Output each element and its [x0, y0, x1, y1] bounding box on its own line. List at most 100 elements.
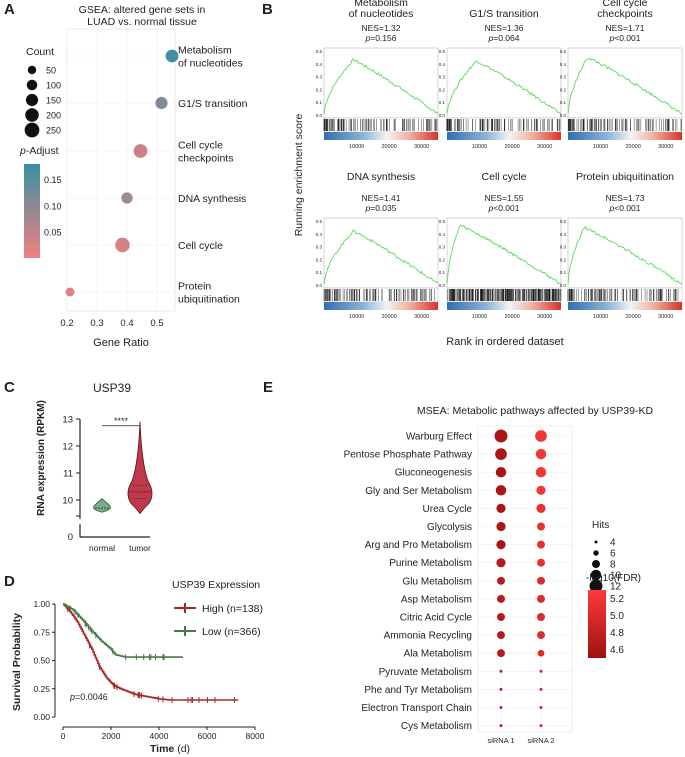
- panel-b-es-curve: [446, 224, 562, 285]
- panel-e-msea: MSEA: Metabolic pathways affected by USP…: [344, 405, 654, 745]
- panel-d-x-tick-label: 0: [61, 731, 66, 741]
- panel-c-violin-tumor: [127, 421, 153, 515]
- panel-a-point: [121, 192, 133, 204]
- panel-e-point-sirna1: [497, 649, 505, 658]
- panel-b-subplot-title: G1/S transition: [469, 8, 539, 20]
- panel-b-pvalue-label: p=0.035: [365, 203, 397, 213]
- panel-b-y-tick-label: 0.3: [316, 75, 323, 80]
- panel-e-pathway-label: Gluconeogenesis: [395, 468, 472, 479]
- panel-e-pathway-label: Pentose Phosphate Pathway: [344, 450, 472, 461]
- panel-a-row-label: Protein: [178, 281, 211, 293]
- panel-c-y-tick-label: 0: [68, 532, 73, 543]
- panel-a-count-legend-dot: [27, 65, 37, 75]
- panel-a-padj-tick-label: 0.15: [44, 175, 62, 185]
- panel-e-pathway-label: Ammonia Recycling: [384, 631, 472, 642]
- panel-e-point-sirna2: [535, 466, 547, 478]
- panel-d-legend-label: Low (n=366): [202, 626, 261, 638]
- panel-e-point-sirna2: [537, 522, 545, 531]
- panel-a-row-label: DNA synthesis: [178, 193, 246, 205]
- panel-b-rank-colorbar: [324, 132, 438, 140]
- panel-a-count-legend-label: 150: [46, 96, 61, 106]
- panel-b-rank-colorbar: [447, 132, 561, 140]
- panel-b-es-area: [323, 217, 439, 289]
- panel-e-point-sirna2: [539, 669, 543, 673]
- panel-b-y-tick-label: 0.3: [560, 245, 567, 250]
- panel-e-pathway-label: Gly and Ser Metabolism: [365, 486, 472, 497]
- panel-a-count-legend-dot: [24, 122, 40, 138]
- panel-e-pathway-label: Cys Metabolism: [401, 721, 472, 732]
- panel-d-x-tick-label: 6000: [198, 731, 217, 741]
- panel-b-nes-label: NES=1.73: [606, 193, 645, 203]
- panel-label-e: E: [263, 379, 273, 396]
- panel-a-padj-tick-label: 0.10: [44, 201, 62, 211]
- panel-b-y-tick-label: 0.3: [439, 75, 446, 80]
- panel-b-x-tick-label: 20000: [504, 144, 519, 150]
- panel-a-x-tick-label: 0.2: [60, 318, 73, 329]
- panel-b-es-area: [567, 47, 683, 119]
- panel-d-legend-label: High (n=138): [202, 603, 263, 615]
- panel-b-es-area: [446, 47, 562, 119]
- panel-b-x-tick-label: 30000: [414, 144, 429, 150]
- panel-label-c: C: [4, 379, 15, 396]
- panel-e-hits-legend-label: 4: [610, 538, 616, 549]
- panel-d-survival: Survival Probability 0.00 0.25 0.50 0.75 1.0…: [11, 579, 265, 755]
- panel-e-point-sirna1: [495, 466, 507, 478]
- panel-b-x-tick-label: 10000: [349, 314, 364, 320]
- panel-a-padj-legend-title: p-Adjust: [19, 145, 59, 157]
- panel-b-pvalue-label: p=0.156: [365, 33, 397, 43]
- panel-b-rank-colorbar: [324, 302, 438, 310]
- panel-e-pathway-label: Electron Transport Chain: [361, 703, 472, 714]
- panel-e-hits-legend-label: 12: [610, 582, 622, 593]
- panel-b-es-curve: [567, 225, 683, 285]
- panel-b-x-tick-label: 20000: [504, 314, 519, 320]
- panel-b-x-tick-label: 20000: [381, 144, 396, 150]
- panel-e-pathway-label: Urea Cycle: [423, 504, 473, 515]
- panel-e-point-sirna1: [497, 613, 505, 621]
- panel-e-fdr-tick-label: 4.8: [610, 628, 624, 639]
- panel-a-dotplot: GSEA: altered gene sets in LUAD vs. norm…: [19, 4, 248, 349]
- panel-c-y-tick-label: 12: [62, 442, 73, 453]
- panel-b-nes-label: NES=1.32: [362, 23, 401, 33]
- panel-e-fdr-legend-title: -log10(FDR): [586, 573, 641, 584]
- panel-b-x-tick-label: 10000: [472, 314, 487, 320]
- panel-b-subplot-title: Cell cycle: [482, 171, 527, 183]
- panel-a-padj-colorbar: [24, 164, 40, 258]
- panel-b-subplot-title: DNA synthesis: [347, 171, 415, 183]
- panel-b-pvalue-label: p<0.001: [609, 33, 641, 43]
- panel-e-point-sirna1: [499, 706, 503, 709]
- panel-b-x-label: Rank in ordered dataset: [446, 336, 563, 348]
- panel-b-subplot-title: Cell cycle: [603, 0, 648, 9]
- panel-e-point-sirna1: [496, 558, 506, 568]
- panel-label-b: B: [262, 1, 273, 18]
- panel-e-hits-legend-dot: [594, 540, 598, 544]
- panel-b-rank-colorbar: [568, 302, 682, 310]
- panel-b-y-tick-label: 0.0: [316, 113, 323, 118]
- panel-a-count-legend-title: Count: [26, 46, 54, 58]
- panel-b-x-tick-label: 30000: [658, 314, 673, 320]
- panel-b-y-tick-label: 0.5: [439, 49, 446, 54]
- panel-b-pvalue-label: p=0.064: [488, 33, 520, 43]
- panel-e-point-sirna1: [495, 485, 507, 496]
- panel-e-point-sirna1: [499, 669, 503, 673]
- panel-d-x-tick-label: 2000: [102, 731, 121, 741]
- panel-c-title: USP39: [93, 381, 131, 395]
- panel-a-count-legend-dot: [26, 79, 38, 91]
- panel-b-x-tick-label: 30000: [414, 314, 429, 320]
- panel-b-gsea-subplot: Cell cycle NES=1.55p<0.001 0.5 0.4 0.3 0.2 0.1…: [439, 171, 562, 320]
- panel-d-x-tick-label: 8000: [246, 731, 265, 741]
- panel-e-title: MSEA: Metabolic pathways affected by USP…: [417, 405, 654, 417]
- panel-d-survival-curve: [63, 603, 183, 658]
- panel-e-fdr-colorbar: [588, 590, 606, 658]
- panel-c-y-tick-label: 10: [62, 496, 73, 507]
- panel-e-point-sirna2: [537, 594, 545, 603]
- panel-a-row-label: ubiquitination: [178, 294, 240, 306]
- panel-b-y-tick-label: 0.3: [560, 75, 567, 80]
- panel-e-pathway-label: Asp Metabolism: [401, 594, 472, 605]
- panel-e-point-sirna1: [499, 724, 503, 728]
- panel-b-x-tick-label: 20000: [625, 144, 640, 150]
- panel-b-y-tick-label: 0.2: [439, 87, 446, 92]
- panel-b-subplot-title: Metabolism: [354, 0, 408, 9]
